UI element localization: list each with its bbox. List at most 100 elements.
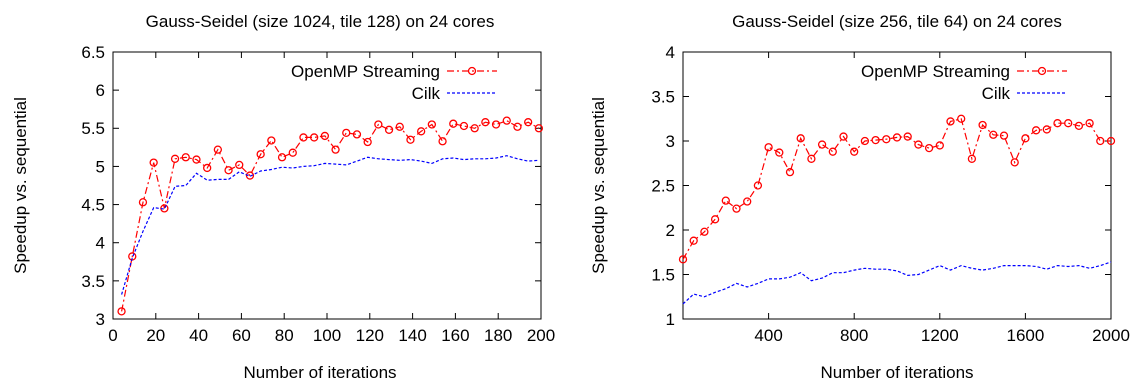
chart-1-series-openmp-streaming-point <box>427 120 437 129</box>
chart-2-series-openmp-streaming-point <box>882 135 891 144</box>
chart-1-series-openmp-streaming-point <box>513 122 522 131</box>
chart-1-series-openmp-streaming-point <box>395 122 404 131</box>
chart-1-series-openmp-streaming-point <box>438 137 447 146</box>
chart-1-series-openmp-streaming-point <box>524 118 533 127</box>
chart-2-series-openmp-streaming-point <box>924 143 934 153</box>
chart-1-series-openmp-streaming-point <box>320 131 330 141</box>
chart-2-x-tick-label: 1600 <box>1006 326 1044 345</box>
chart-2-series-openmp-streaming-point <box>1085 119 1094 128</box>
chart-1-plot-frame <box>112 51 542 320</box>
chart-1-series-openmp-streaming-point <box>256 150 265 159</box>
chart-1-series-openmp-streaming-point <box>352 130 362 139</box>
chart-1-y-tick-label: 6 <box>96 81 105 100</box>
chart-2-plot-frame <box>682 51 1112 320</box>
chart-2-series-openmp-streaming-point <box>721 196 730 205</box>
chart-2-series-openmp-streaming-point <box>935 141 944 150</box>
chart-1-series-openmp-streaming-point <box>459 121 469 131</box>
chart-2-series-openmp-streaming-line <box>682 118 1111 260</box>
chart-2-series-openmp-streaming-point <box>1010 158 1019 167</box>
chart-1-series-openmp-streaming-point <box>235 160 244 170</box>
chart-1-x-tick-label: 20 <box>146 326 165 345</box>
chart-1-series-openmp-streaming-point <box>138 198 148 207</box>
chart-2-series-openmp-streaming-point <box>753 181 763 190</box>
chart-2-series-openmp-streaming-point <box>1106 136 1116 146</box>
chart-1-series-openmp-streaming-point <box>224 166 233 175</box>
chart-1-series-openmp-streaming-point <box>192 155 201 164</box>
chart-1-x-tick-label: 120 <box>356 326 384 345</box>
chart-1-series-openmp-streaming-point <box>331 145 340 154</box>
chart-2-series-openmp-streaming-point <box>839 132 848 141</box>
chart-2-series-openmp-streaming-point <box>743 197 752 206</box>
chart-1-y-tick-label: 4 <box>96 234 105 253</box>
chart-2-series-openmp-streaming-point <box>892 133 902 142</box>
chart-2-series-openmp-streaming-point <box>1042 125 1051 134</box>
chart-2-series-openmp-streaming-point <box>828 147 837 156</box>
chart-1-series-openmp-streaming-point <box>117 307 126 316</box>
chart-2-series-openmp-streaming-point <box>775 148 784 157</box>
chart-1-title: Gauss-Seidel (size 1024, tile 128) on 24… <box>146 12 495 31</box>
chart-2-series-openmp-streaming-point <box>785 167 795 177</box>
chart-2-y-tick-label: 3.5 <box>651 87 675 106</box>
chart-2-y-tick-label: 4 <box>666 43 675 62</box>
chart-1-series-openmp-streaming-point <box>449 119 458 128</box>
chart-2-series-openmp-streaming-legend-label: OpenMP Streaming <box>861 62 1010 81</box>
chart-2-series-openmp-streaming-point <box>946 117 955 126</box>
chart-2-series-openmp-streaming-point <box>850 147 859 156</box>
chart-1-y-tick-label: 5.5 <box>81 119 105 138</box>
chart-1-x-tick-label: 40 <box>189 326 208 345</box>
chart-2-series-cilk-legend-label: Cilk <box>982 84 1011 103</box>
chart-1-series-cilk-line <box>121 155 539 295</box>
chart-2-series-openmp-streaming-point <box>914 140 923 149</box>
chart-1-series-openmp-streaming-point <box>417 127 426 136</box>
chart-1-series-openmp-streaming-point <box>245 171 255 180</box>
chart-1-series-openmp-streaming-point <box>277 153 287 162</box>
chart-1-x-axis-label: Number of iterations <box>243 363 396 382</box>
chart-2-y-tick-label: 1 <box>666 310 675 329</box>
chart-2-x-tick-label: 800 <box>840 326 868 345</box>
chart-1-series-cilk-legend-label: Cilk <box>412 84 441 103</box>
chart-2-series-openmp-streaming-point <box>903 132 912 141</box>
chart-2-series-openmp-streaming-point <box>1031 126 1041 135</box>
chart-1-x-tick-label: 140 <box>398 326 426 345</box>
chart-2-series-openmp-streaming-point <box>957 114 966 123</box>
chart-2-y-tick-label: 1.5 <box>651 265 675 284</box>
chart-1-y-tick-label: 3 <box>96 310 105 329</box>
chart-2-series-openmp-streaming-point <box>689 236 698 245</box>
chart-1-x-tick-label: 160 <box>441 326 469 345</box>
chart-2-x-tick-label: 2000 <box>1092 326 1130 345</box>
chart-2-x-axis-label: Number of iterations <box>820 363 973 382</box>
chart-1-series-openmp-streaming-point <box>288 148 297 157</box>
chart-2-series-openmp-streaming-point <box>978 120 987 130</box>
chart-2-title: Gauss-Seidel (size 256, tile 64) on 24 c… <box>732 12 1062 31</box>
chart-2-series-openmp-streaming-point <box>1064 119 1073 128</box>
chart-1-x-tick-label: 100 <box>313 326 341 345</box>
chart-1-x-tick-label: 200 <box>527 326 555 345</box>
chart-1-series-openmp-streaming-point <box>502 116 511 125</box>
chart-2-series-openmp-streaming-point <box>967 154 977 163</box>
chart-1-series-openmp-streaming-legend-marker <box>467 66 477 76</box>
chart-2-series-openmp-streaming-point <box>732 204 741 213</box>
chart-1-series-openmp-streaming-point <box>149 158 158 167</box>
chart-1-series-openmp-streaming-legend-label: OpenMP Streaming <box>291 62 440 81</box>
chart-1-series-openmp-streaming-point <box>299 133 308 142</box>
chart-2-series-openmp-streaming-point <box>1021 134 1030 143</box>
chart-1-series-openmp-streaming-point <box>342 128 351 138</box>
chart-2-series-openmp-streaming-point <box>1074 121 1084 131</box>
chart-1-y-tick-label: 6.5 <box>81 43 105 62</box>
chart-2-series-openmp-streaming-point <box>860 136 870 146</box>
chart-2-series-openmp-streaming-point <box>807 154 816 163</box>
chart-1-series-openmp-streaming-point <box>470 124 479 133</box>
chart-1-x-tick-label: 60 <box>232 326 251 345</box>
chart-1-series-openmp-streaming-point <box>213 145 223 154</box>
chart-2-series-openmp-streaming-legend-marker <box>1037 66 1047 76</box>
chart-1-series-openmp-streaming-point <box>481 118 490 127</box>
chart-2-series-openmp-streaming-point <box>700 227 709 236</box>
chart-2-series-openmp-streaming-point <box>989 130 998 139</box>
chart-2-y-tick-label: 3 <box>666 132 675 151</box>
chart-2-series-cilk-line <box>682 261 1112 305</box>
chart-2-series-openmp-streaming-point <box>817 140 827 149</box>
chart-1-x-tick-label: 80 <box>275 326 294 345</box>
chart-2-x-tick-label: 1200 <box>921 326 959 345</box>
